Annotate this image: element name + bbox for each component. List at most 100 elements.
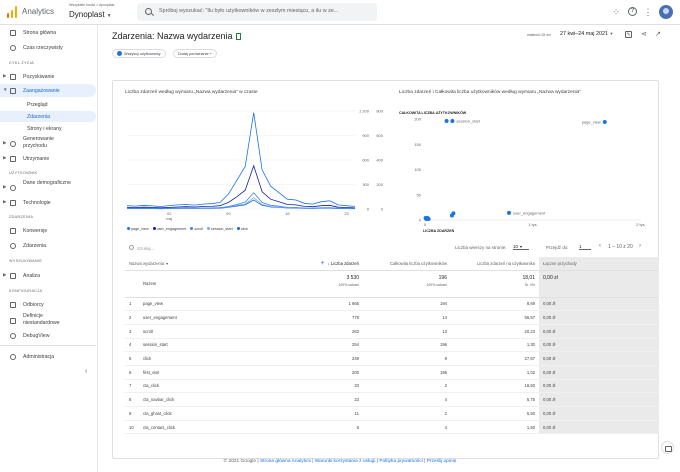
sidebar-item-definitions[interactable]: Definicje niestandardowe — [0, 312, 96, 330]
sidebar-item-monetization[interactable]: ▶ Generowanie przychodu — [0, 135, 96, 153]
legend-item[interactable]: session_start — [206, 227, 233, 231]
rows-per-page-select[interactable]: 10 ▼ — [513, 244, 529, 250]
sidebar-subitem-overview[interactable]: Przegląd — [0, 99, 96, 110]
prev-page-icon[interactable]: ‹ — [599, 243, 601, 249]
x-axis-title: LICZBA ZDARZEŃ — [423, 228, 455, 233]
legend-item[interactable]: click — [236, 227, 248, 231]
legend-item[interactable]: page_view — [127, 227, 149, 231]
table-row[interactable]: 7 cta_click 33 2 16,50 0,00 zł — [125, 379, 659, 394]
table-row[interactable]: 3 scroll 263 13 20,23 0,00 zł — [125, 324, 659, 339]
account-path[interactable]: Wszystkie konta > dynoplast — [69, 3, 115, 7]
series-line-user_engagement — [126, 164, 356, 209]
sidebar-item-admin[interactable]: Administracja — [0, 350, 96, 363]
cell-events: 33 — [308, 379, 363, 394]
footer-link-feedback[interactable]: Prześlij opinię — [426, 459, 457, 464]
sidebar-item-home[interactable]: Strona główna — [0, 26, 96, 39]
more-vert-icon[interactable]: ⋮ — [643, 7, 653, 17]
feedback-icon[interactable] — [661, 441, 674, 454]
cell-revenue: 0,00 zł — [539, 406, 659, 421]
globe-icon — [10, 185, 16, 191]
total-users-sub: 100% całości — [426, 282, 447, 287]
footer-link-home[interactable]: Strona główna Analytics — [259, 459, 311, 464]
legend-item[interactable]: user_engagement — [152, 227, 186, 231]
sidebar-item-demographics[interactable]: ▶ Dane demograficzne — [0, 179, 96, 197]
cell-users: 196 — [363, 338, 451, 353]
section-explore: WYSZUKIWANIE — [9, 259, 43, 263]
y-tick-label: 150 — [414, 142, 421, 147]
share-icon[interactable]: ⋖ — [641, 31, 647, 38]
customize-report-icon[interactable]: ✎ — [625, 31, 632, 38]
add-column-icon[interactable]: + — [320, 259, 325, 267]
footer-link-terms[interactable]: Warunki korzystania z usługi — [314, 459, 376, 464]
event-name-link[interactable]: page_view — [139, 297, 308, 312]
total-events-sub: 100% całości — [338, 282, 359, 287]
analytics-logo-icon[interactable] — [7, 6, 17, 18]
event-name-link[interactable]: first_visit — [139, 365, 308, 380]
footer-link-privacy[interactable]: Polityka prywatności — [379, 459, 423, 464]
event-name-link[interactable]: click — [139, 351, 308, 366]
legend-item[interactable]: scroll — [190, 227, 203, 231]
table-row[interactable]: 9 cta_ghost_click 11 2 5,50 0,00 zł — [125, 406, 659, 421]
next-page-icon[interactable]: › — [639, 243, 641, 249]
cell-users: 13 — [363, 324, 451, 339]
chevron-down-icon: ▼ — [3, 87, 8, 92]
event-name-link[interactable]: cta_navbar_click — [139, 392, 308, 407]
sidebar-divider — [0, 345, 96, 346]
col-header-per-user[interactable]: Liczba zdarzeń na użytkownika — [451, 257, 539, 271]
search-input[interactable]: Spróbuj wyszukać: "Ilu było użytkowników… — [137, 3, 377, 21]
event-name-link[interactable]: cta_ghost_click — [139, 406, 308, 421]
sidebar-item-debugview[interactable]: DebugView — [0, 329, 96, 342]
collapse-sidebar-icon[interactable]: ‹ — [85, 368, 88, 375]
cell-revenue: 0,00 zł — [539, 379, 659, 394]
x-tick-label: 1 tys. — [528, 222, 538, 227]
sidebar-item-retention[interactable]: ▶ Utrzymanie — [0, 152, 96, 165]
table-row[interactable]: 10 cta_contact_click 6 4 1,50 0,00 zł — [125, 420, 659, 435]
add-comparison-button[interactable]: Dodaj porównanie + — [173, 49, 217, 58]
apps-grid-icon[interactable]: ⁘ — [612, 7, 620, 17]
table-row[interactable]: 6 first_visit 200 196 1,02 0,00 zł — [125, 365, 659, 380]
col-header-events[interactable]: + ↓ Liczba zdarzeń — [308, 257, 363, 271]
avatar[interactable] — [659, 5, 673, 19]
scatter-point-page_view — [602, 120, 607, 124]
table-row[interactable]: 5 click 249 9 27,67 0,00 zł — [125, 351, 659, 366]
event-name-link[interactable]: cta_click — [139, 379, 308, 394]
engagement-icon — [10, 87, 16, 94]
row-number: 6 — [125, 365, 139, 380]
sidebar-item-audiences[interactable]: Odbiorcy — [0, 298, 96, 311]
table-search-input[interactable]: Szukaj... — [129, 245, 154, 251]
sidebar-subitem-pages[interactable]: Strony i ekrany — [0, 123, 96, 134]
insights-icon[interactable]: ↗ — [655, 31, 661, 38]
table-row[interactable]: 1 page_view 1 665 194 8,69 0,00 zł — [125, 297, 659, 312]
report-status-icon[interactable] — [235, 33, 241, 40]
goto-page-input[interactable]: 1 — [579, 244, 591, 250]
property-selector[interactable]: Dynoplast ▼ — [69, 10, 112, 19]
col-header-name[interactable]: Nazwa wydarzenia ▼ — [125, 257, 308, 271]
sidebar-item-tech[interactable]: ▶ Technologie — [0, 196, 96, 209]
brand-name: Analytics — [22, 7, 55, 16]
sidebar-item-acquisition[interactable]: ▶ Pozyskiwanie — [0, 70, 96, 83]
sidebar-item-engagement[interactable]: ▼ Zaangażowanie — [0, 84, 96, 97]
date-range-picker[interactable]: 27 kwi–24 maj 2021 ▼ — [560, 31, 613, 37]
col-header-users[interactable]: Całkowita liczba użytkowników — [363, 257, 451, 271]
event-name-link[interactable]: cta_contact_click — [139, 420, 308, 435]
sidebar-item-realtime[interactable]: Czas rzeczywisty — [0, 41, 96, 54]
event-name-link[interactable]: scroll — [139, 324, 308, 339]
event-name-link[interactable]: user_engagement — [139, 310, 308, 325]
legend-label: session_start — [210, 227, 233, 231]
event-name-link[interactable]: session_start — [139, 338, 308, 353]
y-right-tick-label: 0 — [381, 207, 383, 212]
col-header-revenue[interactable]: Łączne przychody — [539, 257, 659, 271]
table-row[interactable]: 2 user_engagement 778 14 55,57 0,00 zł — [125, 310, 659, 325]
sidebar-subitem-events[interactable]: Zdarzenia — [0, 111, 96, 122]
sidebar-item-analysis[interactable]: ▶ Analiza — [0, 269, 96, 282]
all-users-chip[interactable]: Wszyscy użytkownicy — [112, 49, 166, 58]
table-row[interactable]: 4 session_start 254 196 1,30 0,00 zł — [125, 338, 659, 353]
sidebar-item-events[interactable]: Zdarzenia — [0, 239, 96, 252]
help-icon[interactable]: ? — [628, 7, 637, 16]
sidebar-item-conversions[interactable]: Konwersje — [0, 224, 96, 237]
scatter-point-user_engagement — [507, 210, 511, 215]
x-tick-label: 02 — [167, 211, 172, 216]
cell-revenue: 0,00 zł — [539, 310, 659, 325]
table-row[interactable]: 8 cta_navbar_click 23 4 5,75 0,00 zł — [125, 392, 659, 407]
cell-per-user: 1,50 — [451, 420, 539, 435]
